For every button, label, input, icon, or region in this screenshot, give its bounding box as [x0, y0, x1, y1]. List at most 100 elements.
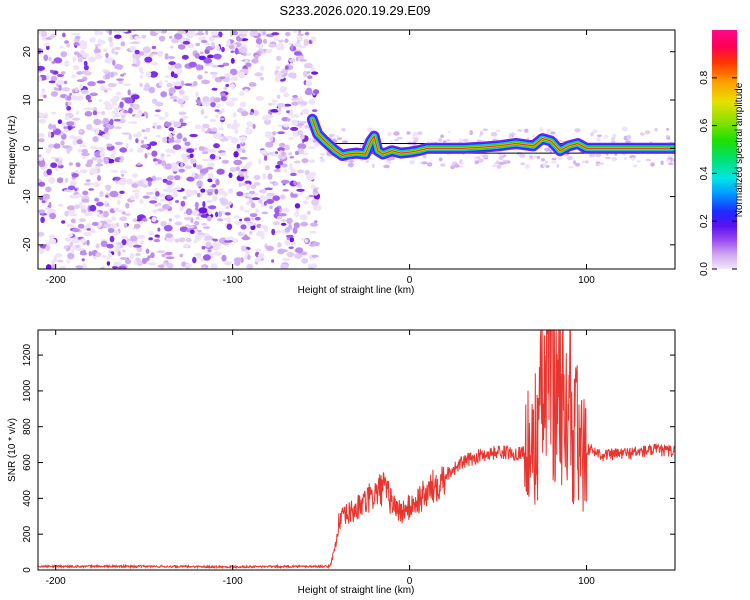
noise-speckle: [38, 118, 47, 124]
noise-speckle: [230, 137, 239, 144]
noise-speckle: [292, 94, 298, 98]
noise-speckle: [271, 228, 276, 236]
noise-speckle: [102, 133, 111, 138]
noise-speckle: [124, 258, 132, 265]
signal-trace-band: [311, 118, 675, 157]
halo-speckle: [644, 130, 651, 135]
noise-speckle: [114, 261, 122, 266]
noise-speckle: [313, 188, 318, 193]
halo-speckle: [348, 160, 355, 163]
noise-speckle: [53, 57, 63, 64]
noise-speckle: [86, 228, 91, 231]
noise-speckle: [306, 210, 311, 215]
noise-speckle: [293, 51, 302, 56]
noise-speckle: [269, 153, 279, 157]
noise-speckle: [226, 223, 233, 230]
noise-speckle: [277, 242, 282, 248]
noise-speckle: [66, 223, 74, 228]
noise-speckle: [119, 190, 125, 194]
noise-speckle: [86, 223, 92, 227]
noise-speckle: [136, 246, 143, 253]
noise-speckle: [66, 147, 71, 154]
noise-speckle: [248, 82, 257, 87]
noise-speckle: [109, 190, 119, 198]
noise-speckle: [311, 71, 319, 75]
noise-speckle: [65, 237, 71, 242]
noise-speckle: [100, 266, 105, 269]
noise-speckle: [286, 251, 295, 258]
noise-speckle: [129, 148, 134, 153]
halo-speckle: [501, 161, 507, 165]
noise-speckle: [46, 73, 50, 81]
colorbar-tick-label: 0.6: [699, 118, 710, 132]
noise-speckle: [164, 121, 172, 127]
noise-speckle: [215, 211, 219, 218]
noise-speckle: [214, 188, 219, 195]
halo-speckle: [474, 160, 480, 165]
noise-speckle: [254, 248, 262, 252]
noise-speckle: [126, 178, 134, 185]
halo-speckle: [328, 133, 335, 138]
noise-speckle: [61, 87, 71, 92]
noise-speckle: [179, 118, 184, 123]
noise-speckle: [203, 226, 211, 229]
noise-speckle: [61, 220, 66, 224]
noise-speckle: [280, 219, 287, 222]
noise-speckle: [125, 202, 130, 209]
noise-speckle: [218, 127, 224, 131]
noise-speckle: [297, 143, 307, 150]
noise-speckle: [156, 250, 165, 254]
noise-speckle: [72, 228, 80, 233]
noise-speckle: [142, 218, 148, 222]
noise-speckle: [89, 37, 96, 43]
noise-speckle: [290, 43, 294, 51]
noise-speckle: [232, 30, 238, 36]
noise-speckle: [65, 121, 75, 126]
noise-speckle: [204, 42, 211, 46]
halo-speckle: [520, 162, 526, 166]
noise-speckle: [168, 137, 176, 143]
noise-speckle: [77, 223, 85, 229]
noise-speckle: [249, 111, 254, 116]
noise-speckle: [188, 42, 195, 49]
noise-speckle: [110, 71, 115, 78]
noise-speckle: [246, 193, 254, 197]
noise-speckle: [204, 48, 210, 55]
noise-speckle: [277, 39, 285, 43]
noise-speckle: [201, 245, 206, 250]
noise-speckle: [254, 216, 261, 221]
noise-speckle: [211, 183, 217, 188]
noise-speckle: [62, 145, 71, 149]
noise-speckle: [287, 117, 291, 122]
noise-speckle: [45, 148, 52, 154]
halo-speckle: [581, 160, 585, 164]
noise-speckle: [222, 62, 230, 67]
noise-speckle-layer: [38, 30, 675, 269]
snr-series-line: [38, 330, 675, 570]
spectrogram-y-ticks: -20 -10 0 10 20: [22, 46, 675, 252]
noise-speckle: [168, 87, 176, 94]
noise-speckle: [179, 205, 184, 212]
halo-speckle: [541, 158, 545, 162]
noise-speckle: [145, 82, 150, 87]
noise-speckle: [274, 76, 281, 83]
noise-speckle: [293, 30, 298, 33]
noise-speckle: [177, 98, 184, 105]
noise-speckle: [132, 218, 139, 223]
noise-speckle: [207, 149, 217, 153]
noise-speckle: [109, 235, 115, 243]
noise-speckle: [93, 181, 100, 188]
noise-speckle: [63, 245, 69, 249]
noise-speckle: [58, 84, 62, 91]
halo-speckle: [442, 140, 447, 143]
noise-speckle: [230, 97, 239, 102]
noise-speckle: [128, 107, 133, 114]
noise-speckle: [82, 70, 90, 74]
noise-speckle: [265, 245, 275, 251]
noise-speckle: [165, 180, 173, 185]
snr-x-label: Height of straight line (km): [298, 585, 415, 596]
halo-speckle: [539, 127, 543, 133]
noise-speckle: [215, 45, 220, 52]
noise-speckle: [94, 44, 102, 47]
